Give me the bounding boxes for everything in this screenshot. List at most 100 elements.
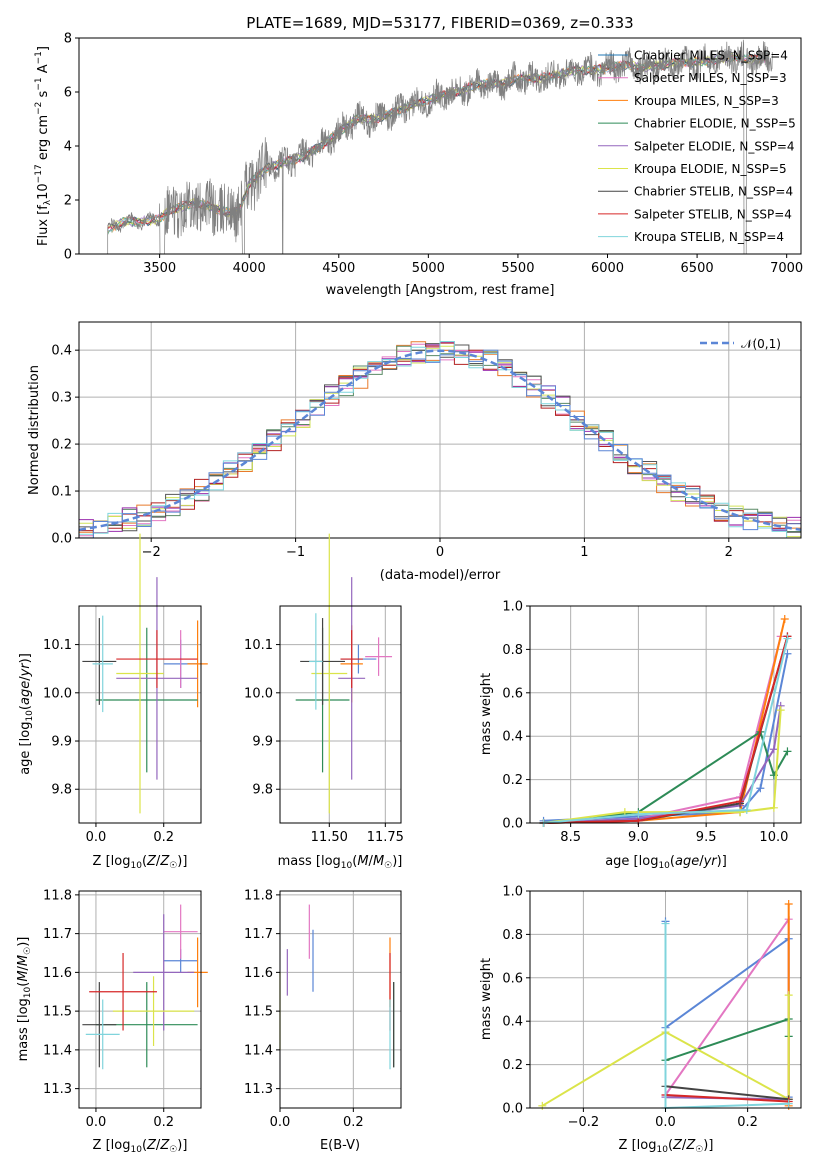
x-tick-label: 3500 [143, 261, 176, 276]
mass-age-grid [280, 606, 401, 823]
z-mass-ylabel: mass [log10(M/M☉)] [16, 937, 33, 1062]
x-tick-label: 0.0 [86, 830, 107, 845]
mass-weight-marker [783, 747, 792, 756]
mass-age-panel: 11.50 11.75 9.8 9.9 10.0 10.1 mass [log10(M/M… [244, 533, 404, 871]
mass-weight-marker [776, 706, 785, 715]
y-tick-label: 11.6 [43, 966, 72, 981]
y-tick-label: 0.8 [502, 928, 523, 943]
ebv-mass-ticks: 0.0 0.2 11.3 11.4 11.5 11.6 11.7 11.8 [244, 888, 364, 1130]
y-tick-label: 8 [64, 32, 72, 47]
x-tick-label: 11.75 [367, 830, 404, 845]
histogram-ticks: −2 −1 0 1 2 0.0 0.1 0.2 0.3 0.4 [51, 344, 733, 560]
y-tick-label: 0 [64, 248, 72, 263]
legend-label: Salpeter STELIB, N_SSP=4 [634, 207, 792, 221]
y-tick-label: 11.7 [244, 927, 273, 942]
z-weight-data [538, 900, 793, 1112]
x-tick-label: 9.0 [628, 830, 649, 845]
legend-label: Chabrier MILES, N_SSP=4 [634, 49, 788, 63]
x-tick-label: 1 [580, 545, 588, 560]
y-tick-label: 0.3 [51, 391, 72, 406]
normal-legend-label: 𝒩(0,1) [741, 337, 781, 351]
y-tick-label: 11.8 [43, 888, 72, 903]
y-tick-label: 0.6 [502, 686, 523, 701]
legend-label: Salpeter ELODIE, N_SSP=4 [634, 139, 795, 153]
spectrum-legend: Chabrier MILES, N_SSP=4 Salpeter MILES, N… [598, 49, 796, 244]
x-tick-label: 0.0 [655, 1115, 676, 1130]
x-tick-label: 0.2 [737, 1115, 758, 1130]
mass-weight-marker [756, 784, 765, 793]
y-tick-label: 9.8 [51, 783, 72, 798]
mass-weight-line [665, 1085, 789, 1101]
x-tick-label: 0.2 [153, 1115, 174, 1130]
z-age-xlabel: Z [log10(Z/Z☉)] [93, 854, 188, 871]
y-tick-label: 11.3 [43, 1082, 72, 1097]
mass-weight-marker [784, 991, 793, 1000]
mass-weight-marker [742, 805, 751, 814]
y-tick-label: 9.9 [51, 735, 72, 750]
y-tick-label: 11.5 [43, 1005, 72, 1020]
ebv-mass-frame [279, 890, 402, 1109]
age-weight-frame [529, 605, 802, 824]
spectrum-panel: PLATE=1689, MJD=53177, FIBERID=0369, z=0… [34, 14, 803, 298]
age-weight-xlabel: age [log10(age/yr)] [605, 854, 727, 871]
y-tick-label: 9.9 [252, 735, 273, 750]
mass-weight-marker [784, 900, 793, 909]
mass-weight-marker [784, 1099, 793, 1108]
y-tick-label: 6 [64, 86, 72, 101]
y-tick-label: 11.5 [244, 1005, 273, 1020]
x-tick-label: 8.5 [560, 830, 581, 845]
x-tick-label: 10.0 [759, 830, 788, 845]
mass-age-frame [279, 605, 402, 824]
mass-weight-line [543, 636, 789, 824]
mass-weight-line [541, 995, 790, 1107]
x-tick-label: 4000 [233, 261, 266, 276]
x-tick-label: −1 [286, 545, 305, 560]
y-tick-label: 10.0 [43, 686, 72, 701]
y-tick-label: 0.0 [502, 1102, 523, 1117]
y-tick-label: 11.4 [244, 1043, 273, 1058]
z-weight-xlabel: Z [log10(Z/Z☉)] [619, 1138, 714, 1155]
y-tick-label: 0.8 [502, 643, 523, 658]
mass-weight-marker [783, 634, 792, 643]
x-tick-label: 0.0 [270, 1115, 291, 1130]
y-tick-label: 0.4 [502, 730, 523, 745]
y-tick-label: 10.1 [244, 638, 273, 653]
legend-label: Chabrier ELODIE, N_SSP=5 [634, 117, 796, 131]
histogram-ylabel: Normed distribution [27, 365, 42, 495]
x-tick-label: 5500 [501, 261, 534, 276]
mass-age-data [295, 533, 393, 814]
legend-label: Kroupa STELIB, N_SSP=4 [634, 230, 784, 244]
y-tick-label: 11.6 [244, 966, 273, 981]
mass-weight-line [665, 1094, 789, 1103]
mass-weight-line [665, 1017, 790, 1062]
mass-weight-line [543, 636, 782, 824]
y-tick-label: 10.1 [43, 638, 72, 653]
model-spectrum-line [107, 52, 770, 229]
spectrum-ylabel: Flux [fλ10−17 erg cm−2 s−1 A−1] [34, 46, 53, 246]
mass-weight-marker [634, 810, 643, 819]
x-tick-label: −2 [142, 545, 161, 560]
y-tick-label: 0.4 [51, 344, 72, 359]
y-tick-label: 4 [64, 140, 72, 155]
mass-weight-marker [780, 615, 789, 624]
histogram-step-line [79, 349, 801, 539]
z-mass-grid [79, 891, 201, 1108]
age-weight-ylabel: mass weight [479, 673, 494, 755]
x-tick-label: 0 [436, 545, 444, 560]
x-tick-label: 0.2 [153, 830, 174, 845]
z-mass-panel: 0.0 0.2 11.3 11.4 11.5 11.6 11.7 11.8 Z [log10(… [16, 888, 208, 1155]
mass-weight-line [664, 916, 790, 1100]
legend-label: Chabrier STELIB, N_SSP=4 [634, 185, 793, 199]
z-age-frame [78, 605, 202, 824]
z-age-ylabel: age [log10(age/yr)] [18, 653, 35, 775]
mass-weight-marker [769, 745, 778, 754]
x-tick-label: 6000 [591, 261, 624, 276]
legend-label: Kroupa ELODIE, N_SSP=5 [634, 162, 787, 176]
mass-weight-marker [661, 919, 670, 928]
x-tick-label: 0.2 [343, 1115, 364, 1130]
y-tick-label: 0.2 [502, 773, 523, 788]
x-tick-label: 2 [725, 545, 733, 560]
x-tick-label: 0.0 [86, 1115, 107, 1130]
histogram-data [78, 341, 802, 539]
